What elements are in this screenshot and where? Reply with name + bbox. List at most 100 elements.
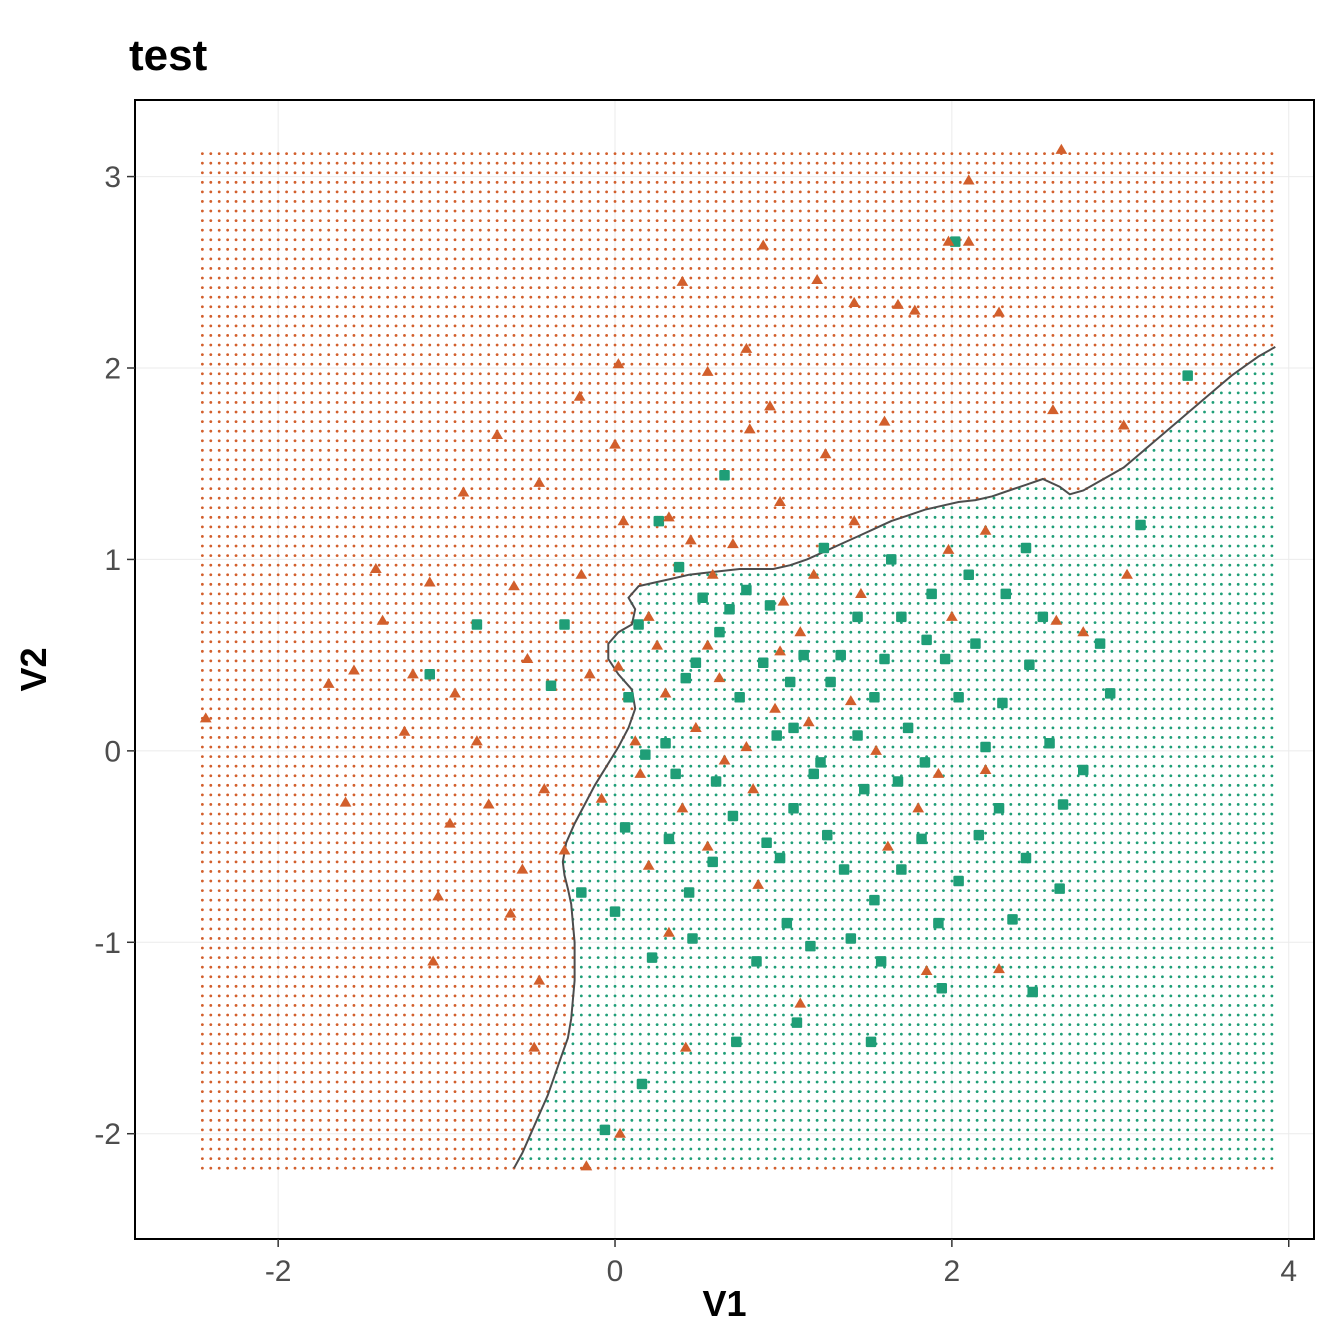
point-class-b <box>425 669 436 680</box>
point-class-b <box>997 698 1008 709</box>
point-class-b <box>600 1125 611 1136</box>
point-class-b <box>903 723 914 734</box>
point-class-b <box>1038 612 1049 623</box>
point-class-b <box>782 918 793 929</box>
point-class-b <box>1007 914 1018 925</box>
point-class-b <box>765 600 776 611</box>
point-class-b <box>647 952 658 963</box>
point-class-b <box>1054 883 1065 894</box>
point-class-b <box>640 749 651 760</box>
point-class-b <box>741 585 752 596</box>
point-class-b <box>610 906 621 917</box>
xlabel: V1 <box>702 1283 746 1324</box>
point-class-b <box>896 612 907 623</box>
point-class-b <box>1021 543 1031 554</box>
point-class-b <box>771 730 782 741</box>
point-class-b <box>711 776 722 787</box>
point-class-b <box>916 834 927 845</box>
xtick-label: 4 <box>1280 1255 1297 1288</box>
point-class-b <box>815 757 826 768</box>
point-class-b <box>809 769 820 780</box>
point-class-b <box>970 638 981 649</box>
point-class-b <box>1105 688 1116 699</box>
point-class-b <box>980 742 991 753</box>
point-class-b <box>687 933 698 944</box>
point-class-b <box>684 887 695 898</box>
point-class-b <box>1024 659 1035 670</box>
point-class-b <box>1021 853 1031 864</box>
point-class-b <box>670 769 681 780</box>
point-class-b <box>1135 520 1146 531</box>
point-class-b <box>775 853 786 864</box>
ytick-label: 1 <box>104 544 121 577</box>
point-class-b <box>879 654 890 665</box>
point-class-b <box>852 730 863 741</box>
point-class-b <box>876 956 887 967</box>
chart-title: test <box>129 31 208 80</box>
point-class-b <box>921 635 932 646</box>
point-class-b <box>633 619 644 630</box>
ylabel: V2 <box>13 647 54 691</box>
point-class-b <box>681 673 692 684</box>
point-class-b <box>798 650 809 661</box>
point-class-b <box>846 933 857 944</box>
point-class-b <box>758 658 769 669</box>
point-class-b <box>1027 987 1038 998</box>
ytick-label: 3 <box>104 161 121 194</box>
point-class-b <box>937 983 948 994</box>
point-class-b <box>896 864 907 875</box>
point-class-b <box>654 516 665 527</box>
xtick-label: 0 <box>607 1255 624 1288</box>
ytick-label: -2 <box>94 1118 121 1151</box>
point-class-b <box>576 887 587 898</box>
point-class-b <box>707 857 718 868</box>
point-class-b <box>788 803 799 814</box>
point-class-b <box>805 941 816 952</box>
point-class-b <box>822 830 833 841</box>
point-class-b <box>788 723 799 734</box>
point-class-b <box>734 692 745 703</box>
point-class-b <box>852 612 863 623</box>
point-class-b <box>785 677 796 688</box>
point-class-b <box>637 1079 648 1090</box>
point-class-b <box>728 811 739 822</box>
point-class-b <box>559 619 570 630</box>
point-class-b <box>714 627 725 638</box>
point-class-b <box>926 589 937 600</box>
point-class-b <box>886 554 897 565</box>
point-class-b <box>660 738 671 749</box>
point-class-b <box>893 776 904 787</box>
ytick-label: 0 <box>104 735 121 768</box>
point-class-b <box>866 1037 877 1048</box>
point-class-b <box>472 619 483 630</box>
point-class-b <box>835 650 846 661</box>
point-class-b <box>674 562 685 573</box>
point-class-b <box>953 692 964 703</box>
point-class-b <box>1095 638 1106 649</box>
point-class-b <box>859 784 870 795</box>
point-class-b <box>792 1017 803 1028</box>
point-class-b <box>869 692 880 703</box>
decision-region-scatter: -2 0 2 4 -2 -1 0 1 2 3 V1 V2 test <box>0 0 1344 1344</box>
point-class-b <box>620 822 631 833</box>
point-class-b <box>1182 370 1193 381</box>
point-class-b <box>751 956 762 967</box>
point-class-b <box>1078 765 1089 776</box>
point-class-b <box>623 692 634 703</box>
ytick-label: 2 <box>104 353 121 386</box>
point-class-b <box>819 543 830 554</box>
point-class-b <box>839 864 850 875</box>
point-class-b <box>546 681 557 692</box>
point-class-b <box>731 1037 742 1048</box>
point-class-b <box>1001 589 1012 600</box>
point-class-b <box>953 876 964 887</box>
point-class-b <box>920 757 931 768</box>
point-class-b <box>691 658 702 669</box>
point-class-b <box>869 895 880 906</box>
xtick-label: -2 <box>265 1255 292 1288</box>
xtick-label: 2 <box>944 1255 961 1288</box>
point-class-b <box>697 592 708 603</box>
ytick-label: -1 <box>94 927 121 960</box>
point-class-b <box>974 830 985 841</box>
point-class-b <box>761 837 772 848</box>
